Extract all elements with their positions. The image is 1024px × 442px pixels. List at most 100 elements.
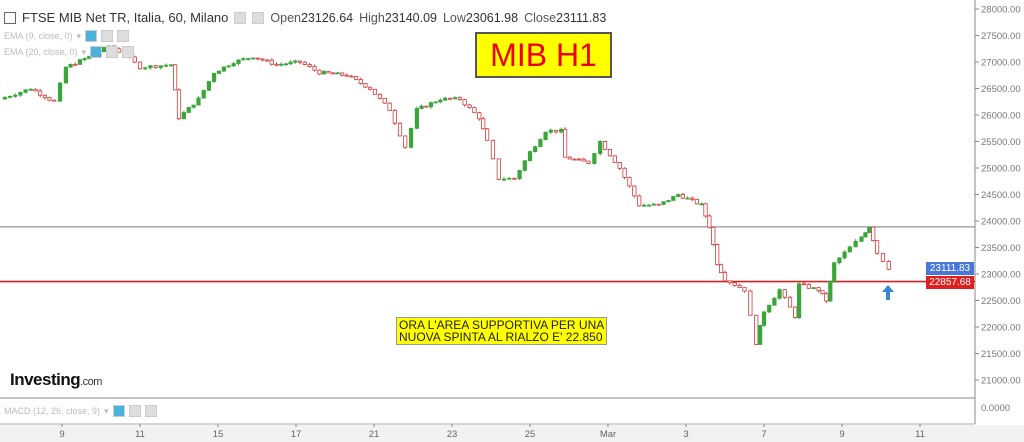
candle-body bbox=[837, 257, 842, 264]
candle-body bbox=[699, 203, 704, 206]
candle-body bbox=[522, 160, 527, 171]
close-icon[interactable] bbox=[122, 46, 135, 58]
candle-body bbox=[553, 129, 559, 133]
y-tick-label: 25500.00 bbox=[981, 137, 1021, 148]
close-icon[interactable] bbox=[117, 30, 130, 42]
candle-body bbox=[33, 88, 38, 92]
candle-body bbox=[169, 64, 174, 67]
candle-body bbox=[408, 127, 414, 148]
candle-body bbox=[484, 128, 490, 141]
candle-body bbox=[23, 89, 28, 93]
candle-body bbox=[517, 169, 522, 180]
candle-body bbox=[428, 102, 434, 108]
open-value: 23126.64 bbox=[300, 10, 354, 25]
candle-body bbox=[671, 196, 676, 201]
candle-body bbox=[186, 106, 191, 113]
candle-body bbox=[761, 311, 767, 326]
candle-body bbox=[148, 65, 153, 69]
candle-body bbox=[853, 240, 858, 248]
candle-body bbox=[221, 66, 226, 72]
candle-body bbox=[274, 63, 279, 66]
candle-body bbox=[507, 177, 512, 180]
candle-body bbox=[581, 158, 586, 162]
candle-body bbox=[481, 118, 486, 130]
candle-body bbox=[703, 203, 708, 217]
candle-body bbox=[265, 59, 270, 62]
candle-body bbox=[842, 251, 847, 259]
y-tick-label: 22500.00 bbox=[981, 296, 1021, 307]
x-tick-label: 25 bbox=[525, 429, 536, 440]
candle-body bbox=[344, 74, 349, 77]
candle-body bbox=[490, 139, 496, 160]
close-icon[interactable] bbox=[144, 405, 157, 417]
settings-icon[interactable] bbox=[106, 46, 119, 58]
candle-body bbox=[651, 203, 656, 206]
candle-body bbox=[563, 128, 568, 158]
candle-body bbox=[467, 104, 472, 109]
open-label: Open bbox=[270, 10, 301, 25]
y-tick-label: 28000.00 bbox=[981, 5, 1021, 16]
candle-body bbox=[68, 63, 73, 68]
candle-body bbox=[477, 112, 482, 120]
visibility-icon[interactable] bbox=[85, 30, 98, 42]
candle-body bbox=[676, 194, 681, 197]
candle-body bbox=[816, 287, 821, 292]
candle-body bbox=[7, 95, 13, 98]
time-axis-bg bbox=[0, 425, 1024, 442]
candle-body bbox=[326, 71, 331, 74]
candle-body bbox=[297, 60, 303, 63]
candle-body bbox=[358, 79, 363, 84]
candle-body bbox=[433, 101, 438, 104]
candle-body bbox=[302, 61, 307, 65]
candle-body bbox=[801, 283, 807, 286]
y-tick-label: 21500.00 bbox=[981, 349, 1021, 360]
settings-icon[interactable] bbox=[101, 30, 114, 42]
low-label: Low bbox=[442, 10, 466, 25]
candle-body bbox=[867, 226, 872, 234]
macd-label: MACD (12, 26, close, 9) bbox=[4, 406, 101, 416]
visibility-icon[interactable] bbox=[90, 46, 103, 58]
chart-label-badge: MIB H1 bbox=[475, 32, 612, 78]
x-tick-label: 11 bbox=[915, 429, 925, 440]
symbol-title[interactable]: FTSE MIB Net TR, Italia, 60, Milano bbox=[22, 10, 229, 25]
candle-body bbox=[377, 93, 382, 99]
settings-icon[interactable] bbox=[234, 11, 247, 24]
y-tick-label: 23500.00 bbox=[981, 243, 1021, 254]
x-tick-label: Mar bbox=[600, 429, 616, 440]
indicator-ema20[interactable]: EMA (20, close, 0) ▾ bbox=[4, 46, 135, 58]
last-price-tag: 23111.83 bbox=[926, 262, 974, 275]
candle-body bbox=[727, 280, 732, 284]
close-icon[interactable] bbox=[252, 11, 265, 24]
candle-body bbox=[353, 76, 359, 80]
candle-body bbox=[501, 178, 507, 181]
candle-body bbox=[680, 194, 685, 199]
collapse-icon[interactable] bbox=[4, 11, 16, 24]
candle-body bbox=[602, 140, 608, 150]
visibility-icon[interactable] bbox=[112, 405, 125, 417]
candle-body bbox=[424, 105, 429, 108]
ema20-label: EMA (20, close, 0) bbox=[4, 47, 78, 57]
indicator-macd[interactable]: MACD (12, 26, close, 9) ▾ bbox=[4, 405, 157, 417]
x-tick-label: 3 bbox=[683, 429, 688, 440]
candle-body bbox=[153, 65, 158, 68]
candle-body bbox=[811, 287, 816, 290]
note-line: NUOVA SPINTA AL RIALZO E' 22.850 bbox=[399, 330, 603, 344]
y-tick-label: 27000.00 bbox=[981, 58, 1021, 69]
candle-body bbox=[392, 110, 397, 124]
y-tick-label: 22000.00 bbox=[981, 323, 1021, 334]
candle-body bbox=[132, 56, 137, 63]
candle-body bbox=[236, 59, 241, 64]
logo-text: Investing bbox=[10, 370, 81, 389]
candle-body bbox=[367, 86, 373, 90]
candle-body bbox=[372, 88, 378, 95]
candle-body bbox=[767, 304, 772, 313]
indicator-ema9[interactable]: EMA (9, close, 0) ▾ bbox=[4, 30, 130, 42]
candle-body bbox=[255, 57, 260, 60]
candle-body bbox=[321, 71, 327, 75]
candle-body bbox=[538, 139, 543, 148]
candle-body bbox=[269, 59, 274, 65]
settings-icon[interactable] bbox=[128, 405, 141, 417]
candle-body bbox=[711, 226, 716, 245]
candle-body bbox=[457, 97, 462, 101]
